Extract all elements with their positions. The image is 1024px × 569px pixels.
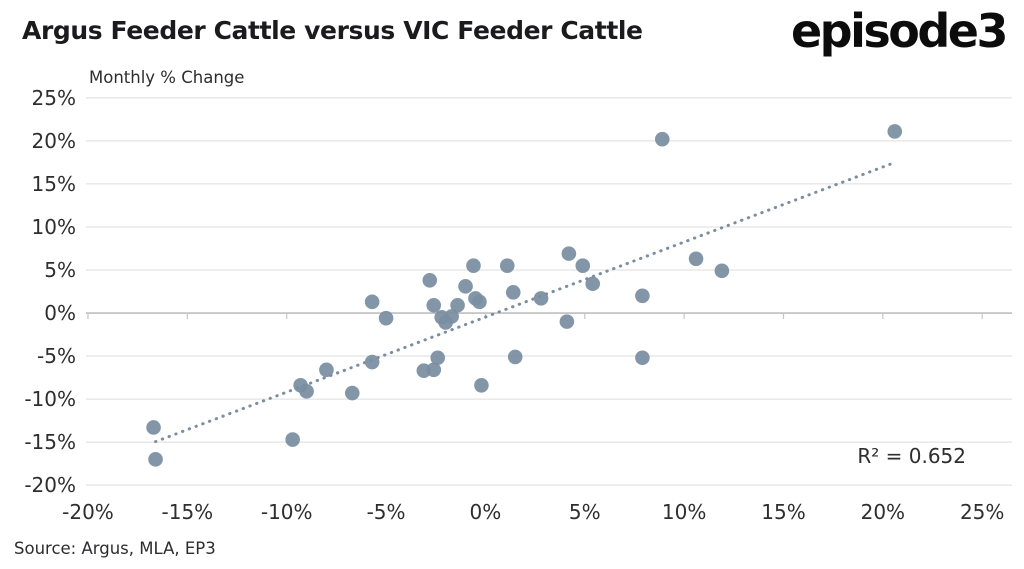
- y-tick-label: 15%: [32, 172, 76, 196]
- y-tick-label: 25%: [32, 86, 76, 110]
- y-tick-label: 0%: [44, 301, 76, 325]
- data-point: [430, 350, 446, 366]
- data-point: [635, 350, 650, 366]
- data-point: [319, 362, 334, 378]
- data-point: [458, 279, 473, 294]
- data-point: [561, 246, 577, 261]
- data-point: [466, 258, 481, 273]
- y-tick-label: -5%: [37, 344, 76, 368]
- y-tick-label: -20%: [24, 473, 76, 497]
- data-point: [635, 288, 650, 304]
- data-point: [688, 251, 704, 267]
- chart-title: Argus Feeder Cattle versus VIC Feeder Ca…: [22, 16, 643, 45]
- data-point: [714, 263, 730, 279]
- y-tick-label: -15%: [24, 430, 76, 454]
- data-point: [426, 297, 442, 313]
- x-tick-label: -15%: [162, 500, 214, 524]
- data-point: [285, 432, 300, 447]
- data-point: [422, 273, 438, 288]
- x-tick-label: -20%: [62, 500, 114, 524]
- data-point: [887, 124, 903, 139]
- data-point: [474, 378, 489, 393]
- y-tick-label: 5%: [44, 258, 76, 282]
- data-point: [299, 384, 314, 399]
- x-tick-label: -5%: [367, 500, 406, 524]
- data-point: [444, 309, 459, 324]
- data-point: [505, 285, 521, 300]
- data-point: [559, 314, 575, 329]
- y-tick-label: -10%: [24, 387, 76, 411]
- data-point: [575, 258, 591, 273]
- x-tick-label: 15%: [761, 500, 805, 524]
- data-point: [585, 276, 601, 292]
- data-point: [507, 349, 523, 365]
- episode3-logo: episode3: [790, 4, 1009, 58]
- data-point: [344, 385, 360, 401]
- data-point: [654, 131, 670, 147]
- x-tick-label: 5%: [569, 500, 601, 524]
- trend-line: [154, 160, 897, 444]
- x-tick-label: 0%: [470, 500, 502, 524]
- data-point: [148, 452, 163, 467]
- data-point: [364, 354, 380, 370]
- source-note: Source: Argus, MLA, EP3: [14, 539, 216, 558]
- x-tick-label: 10%: [662, 500, 706, 524]
- x-tick-label: -10%: [261, 500, 313, 524]
- data-point: [472, 294, 487, 310]
- x-tick-label: 20%: [861, 500, 905, 524]
- x-tick-label: 25%: [960, 500, 1004, 524]
- r-squared-label: R² = 0.652: [857, 444, 966, 468]
- data-point: [364, 294, 380, 310]
- data-point: [533, 291, 549, 306]
- y-tick-label: 10%: [32, 215, 76, 239]
- data-point: [378, 310, 394, 326]
- axis-units-label: Monthly % Change: [89, 68, 245, 87]
- data-point: [450, 297, 465, 313]
- y-tick-label: 20%: [32, 129, 76, 153]
- data-point: [426, 362, 442, 378]
- data-point: [146, 420, 161, 435]
- data-point: [499, 258, 515, 273]
